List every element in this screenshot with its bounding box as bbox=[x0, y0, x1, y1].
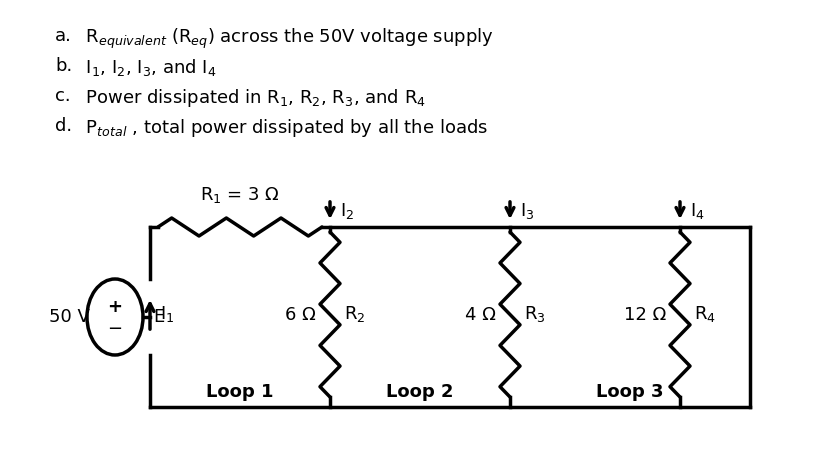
Text: c.: c. bbox=[55, 87, 70, 105]
Text: +: + bbox=[108, 298, 122, 316]
Text: I$_4$: I$_4$ bbox=[689, 201, 704, 220]
Text: I$_2$: I$_2$ bbox=[340, 201, 354, 220]
Text: I$_1$: I$_1$ bbox=[160, 304, 174, 324]
Text: b.: b. bbox=[55, 57, 72, 75]
Text: R$_{equivalent}$ (R$_{eq}$) across the 50V voltage supply: R$_{equivalent}$ (R$_{eq}$) across the 5… bbox=[80, 27, 493, 51]
Text: 50 V: 50 V bbox=[49, 308, 90, 326]
Text: −: − bbox=[108, 320, 122, 338]
Text: d.: d. bbox=[55, 117, 72, 135]
Text: R$_1$ = 3 Ω: R$_1$ = 3 Ω bbox=[200, 185, 280, 205]
Text: E: E bbox=[153, 308, 164, 326]
Text: 12 Ω: 12 Ω bbox=[623, 305, 665, 323]
Text: R$_4$: R$_4$ bbox=[693, 304, 715, 324]
Text: Power dissipated in R$_1$, R$_2$, R$_3$, and R$_4$: Power dissipated in R$_1$, R$_2$, R$_3$,… bbox=[80, 87, 426, 109]
Text: 6 Ω: 6 Ω bbox=[285, 305, 316, 323]
Text: Loop 2: Loop 2 bbox=[385, 383, 453, 401]
Text: I$_3$: I$_3$ bbox=[519, 201, 533, 220]
Text: R$_3$: R$_3$ bbox=[523, 304, 545, 324]
Text: Loop 3: Loop 3 bbox=[595, 383, 663, 401]
Text: I$_1$, I$_2$, I$_3$, and I$_4$: I$_1$, I$_2$, I$_3$, and I$_4$ bbox=[80, 57, 216, 78]
Text: 4 Ω: 4 Ω bbox=[465, 305, 495, 323]
Text: a.: a. bbox=[55, 27, 72, 45]
Text: P$_{total}$ , total power dissipated by all the loads: P$_{total}$ , total power dissipated by … bbox=[80, 117, 488, 139]
Text: Loop 1: Loop 1 bbox=[206, 383, 274, 401]
Text: R$_2$: R$_2$ bbox=[343, 304, 365, 324]
